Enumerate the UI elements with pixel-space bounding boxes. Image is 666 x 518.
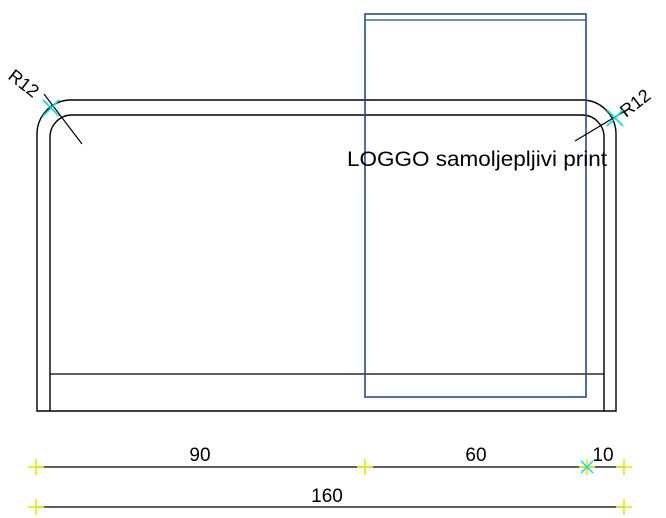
dimension-marker-cyan-row1 <box>580 460 594 474</box>
outer-outline <box>36 99 617 412</box>
dimension-marker-row2-start <box>28 499 44 515</box>
snap-marker-cyan-right <box>606 109 624 127</box>
radius-label-left: R12 <box>5 65 43 101</box>
dimension-marker-160 <box>616 459 632 475</box>
dimension-label-60: 60 <box>465 445 486 466</box>
inner-outline <box>49 114 605 411</box>
dimension-marker-row2-end <box>616 499 632 515</box>
dimension-marker-0 <box>28 459 44 475</box>
radius-leader-left <box>43 93 83 145</box>
dimension-marker-90 <box>357 459 373 475</box>
logo-note: LOGGO samoljepljivi print <box>347 148 607 171</box>
dimension-label-160: 160 <box>311 486 343 507</box>
dimension-label-10: 10 <box>592 445 613 466</box>
dimension-label-90: 90 <box>189 445 210 466</box>
radius-label-right: R12 <box>616 85 654 121</box>
snap-marker-cyan-left <box>42 99 60 117</box>
logo-area-frame <box>364 13 587 398</box>
radius-leader-right <box>574 107 631 142</box>
